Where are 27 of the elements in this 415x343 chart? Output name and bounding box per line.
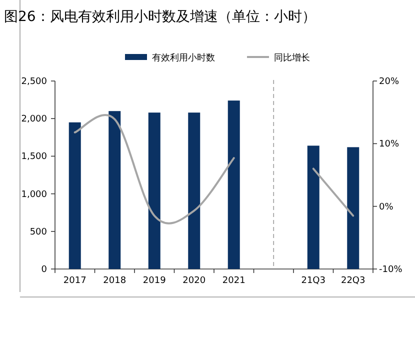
- y-tick-label: 500: [30, 227, 48, 238]
- y-tick-label: 2,500: [21, 77, 48, 87]
- bar: [108, 111, 121, 269]
- y-tick-label: 1,500: [21, 152, 48, 162]
- x-tick-label: 2018: [103, 276, 126, 286]
- x-tick-label: 2019: [142, 276, 166, 286]
- legend-label: 有效利用小时数: [152, 52, 215, 64]
- bar: [148, 112, 160, 269]
- y-tick-label: 1,000: [21, 190, 48, 200]
- bar: [68, 122, 81, 269]
- bar: [307, 146, 320, 269]
- bar: [188, 112, 200, 269]
- x-tick-label: 22Q3: [340, 276, 366, 286]
- y2-tick-label: -10%: [379, 265, 403, 275]
- y-tick-label: 0: [41, 265, 48, 275]
- bar: [347, 147, 360, 269]
- y-tick-label: 2,000: [21, 114, 48, 125]
- x-tick-label: 21Q3: [301, 276, 326, 286]
- y2-tick-label: 0%: [379, 202, 394, 212]
- legend-label: 同比增长: [274, 52, 310, 64]
- x-tick-label: 2020: [182, 276, 206, 286]
- y2-tick-label: 10%: [379, 140, 400, 150]
- y2-tick-label: 20%: [379, 77, 400, 87]
- x-tick-label: 2017: [63, 276, 86, 286]
- bar: [228, 100, 240, 269]
- chart-title: 图26：风电有效利用小时数及增速（单位：小时）: [4, 9, 316, 25]
- x-tick-label: 2021: [222, 276, 246, 286]
